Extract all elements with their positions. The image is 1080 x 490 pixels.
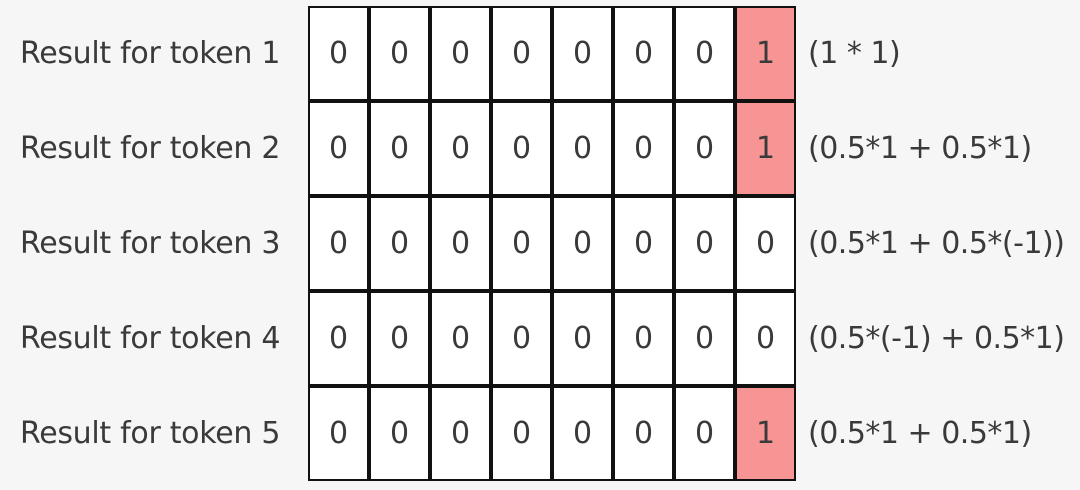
cell-token-3-col-2: 0 xyxy=(369,196,430,291)
cell-token-5-col-8: 1 xyxy=(735,386,796,481)
cell-token-5-col-7: 0 xyxy=(674,386,735,481)
cell-token-1-col-7: 0 xyxy=(674,6,735,101)
cell-token-4-col-3: 0 xyxy=(430,291,491,386)
cell-token-5-col-6: 0 xyxy=(613,386,674,481)
cell-token-2-col-4: 0 xyxy=(491,101,552,196)
cell-token-3-col-3: 0 xyxy=(430,196,491,291)
cell-token-5-col-4: 0 xyxy=(491,386,552,481)
cell-token-2-col-6: 0 xyxy=(613,101,674,196)
row-label-token-1: Result for token 1 xyxy=(20,36,281,71)
cell-token-5-col-2: 0 xyxy=(369,386,430,481)
cell-token-2-col-2: 0 xyxy=(369,101,430,196)
cell-token-4-col-5: 0 xyxy=(552,291,613,386)
cell-token-1-col-2: 0 xyxy=(369,6,430,101)
formula-token-5: (0.5*1 + 0.5*1) xyxy=(808,416,1032,451)
cell-token-3-col-8: 0 xyxy=(735,196,796,291)
cell-token-5-col-3: 0 xyxy=(430,386,491,481)
cell-token-2-col-8: 1 xyxy=(735,101,796,196)
cell-token-3-col-7: 0 xyxy=(674,196,735,291)
cell-token-3-col-1: 0 xyxy=(308,196,369,291)
cell-token-4-col-8: 0 xyxy=(735,291,796,386)
row-label-token-3: Result for token 3 xyxy=(20,226,281,261)
cell-token-4-col-6: 0 xyxy=(613,291,674,386)
cell-token-3-col-6: 0 xyxy=(613,196,674,291)
cell-token-4-col-1: 0 xyxy=(308,291,369,386)
formula-token-3: (0.5*1 + 0.5*(-1)) xyxy=(808,226,1065,261)
formula-token-4: (0.5*(-1) + 0.5*1) xyxy=(808,321,1065,356)
cell-token-3-col-5: 0 xyxy=(552,196,613,291)
cell-token-2-col-1: 0 xyxy=(308,101,369,196)
row-label-token-4: Result for token 4 xyxy=(20,321,281,356)
cell-token-5-col-5: 0 xyxy=(552,386,613,481)
cell-token-1-col-8: 1 xyxy=(735,6,796,101)
cell-token-4-col-7: 0 xyxy=(674,291,735,386)
cell-token-1-col-4: 0 xyxy=(491,6,552,101)
formula-token-1: (1 * 1) xyxy=(808,36,901,71)
cell-token-4-col-2: 0 xyxy=(369,291,430,386)
row-label-token-2: Result for token 2 xyxy=(20,131,281,166)
cell-token-1-col-3: 0 xyxy=(430,6,491,101)
cell-token-4-col-4: 0 xyxy=(491,291,552,386)
cell-token-1-col-5: 0 xyxy=(552,6,613,101)
formula-token-2: (0.5*1 + 0.5*1) xyxy=(808,131,1032,166)
cell-token-3-col-4: 0 xyxy=(491,196,552,291)
cell-token-2-col-5: 0 xyxy=(552,101,613,196)
row-label-token-5: Result for token 5 xyxy=(20,416,281,451)
cell-token-1-col-1: 0 xyxy=(308,6,369,101)
cell-token-2-col-3: 0 xyxy=(430,101,491,196)
cell-token-2-col-7: 0 xyxy=(674,101,735,196)
cell-token-1-col-6: 0 xyxy=(613,6,674,101)
cell-token-5-col-1: 0 xyxy=(308,386,369,481)
